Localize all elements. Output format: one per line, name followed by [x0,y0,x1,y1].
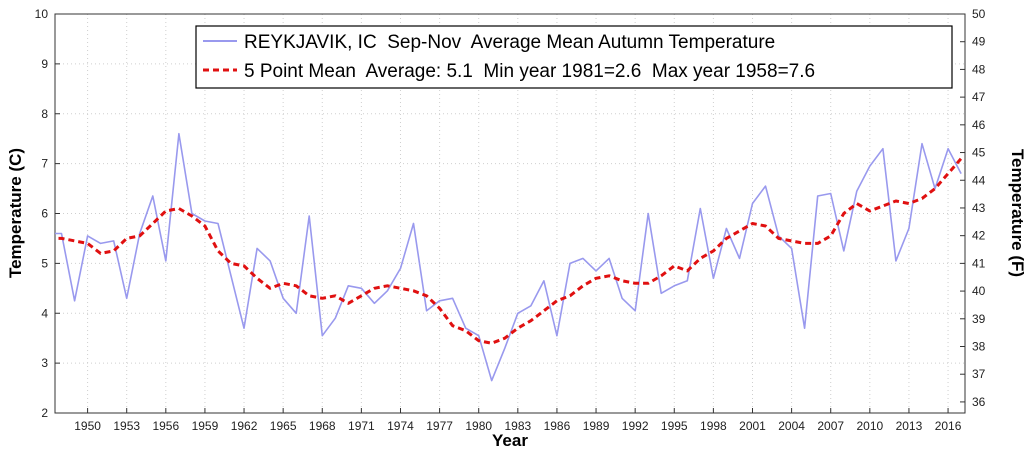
x-tick-label: 1986 [544,419,571,433]
y-tick-label-right: 44 [972,173,986,187]
y-tick-label-left: 8 [41,107,48,121]
y-tick-label-right: 50 [972,7,986,21]
x-axis-title: Year [492,431,528,450]
y-tick-label-left: 6 [41,207,48,221]
y-tick-label-left: 10 [35,7,49,21]
x-tick-label: 1959 [192,419,219,433]
y-tick-label-right: 48 [972,62,986,76]
y-tick-label-right: 45 [972,146,986,160]
y-tick-label-left: 2 [41,406,48,420]
series-line-5pt-mean [55,157,963,345]
x-tick-label: 1980 [465,419,492,433]
x-tick-label: 1974 [387,419,414,433]
x-tick-label: 1998 [700,419,727,433]
tick-labels: 1950 1953 1956 1959 1962 1965 1968 1971 1974 1977… [35,7,986,433]
x-tick-label: 1956 [152,419,179,433]
x-tick-label: 2013 [896,419,923,433]
x-tick-label: 1953 [113,419,140,433]
y-axis-title-left: Temperature (C) [6,148,25,278]
x-tick-label: 1965 [270,419,297,433]
y-tick-label-right: 47 [972,90,986,104]
series-layer [55,132,963,382]
y-tick-label-right: 37 [972,367,986,381]
legend-label-5pt-mean: 5 Point Mean Average: 5.1 Min year 1981=… [244,61,815,82]
legend-label-monthly: REYKJAVIK, IC Sep-Nov Average Mean Autum… [244,32,775,53]
series-line-autumn-mean [55,132,962,382]
x-tick-label: 1989 [583,419,610,433]
x-tick-label: 1971 [348,419,375,433]
y-tick-label-right: 42 [972,229,986,243]
x-tick-label: 1992 [622,419,649,433]
y-tick-label-right: 38 [972,340,986,354]
grid [55,14,965,413]
y-axis-title-right: Temperature (F) [1008,149,1024,277]
y-tick-label-right: 46 [972,118,986,132]
x-tick-label: 1950 [74,419,101,433]
x-tick-label: 1962 [231,419,258,433]
x-tick-label: 1968 [309,419,336,433]
y-tick-label-right: 40 [972,284,986,298]
x-tick-label: 2001 [739,419,766,433]
y-tick-label-right: 41 [972,256,986,270]
x-tick-label: 1983 [504,419,531,433]
y-tick-label-right: 49 [972,35,986,49]
y-tick-label-left: 4 [41,306,48,320]
y-tick-label-right: 36 [972,395,986,409]
x-tick-label: 2007 [817,419,844,433]
x-tick-label: 2004 [778,419,805,433]
x-tick-label: 2010 [856,419,883,433]
y-tick-label-left: 9 [41,57,48,71]
y-tick-label-left: 3 [41,356,48,370]
x-tick-label: 1995 [661,419,688,433]
x-tick-label: 2016 [935,419,962,433]
y-tick-label-right: 39 [972,312,986,326]
y-tick-label-left: 5 [41,256,48,270]
legend: REYKJAVIK, IC Sep-Nov Average Mean Autum… [195,25,953,89]
y-tick-label-left: 7 [41,157,48,171]
y-tick-label-right: 43 [972,201,986,215]
legend-box [195,25,953,89]
x-tick-label: 1977 [426,419,453,433]
